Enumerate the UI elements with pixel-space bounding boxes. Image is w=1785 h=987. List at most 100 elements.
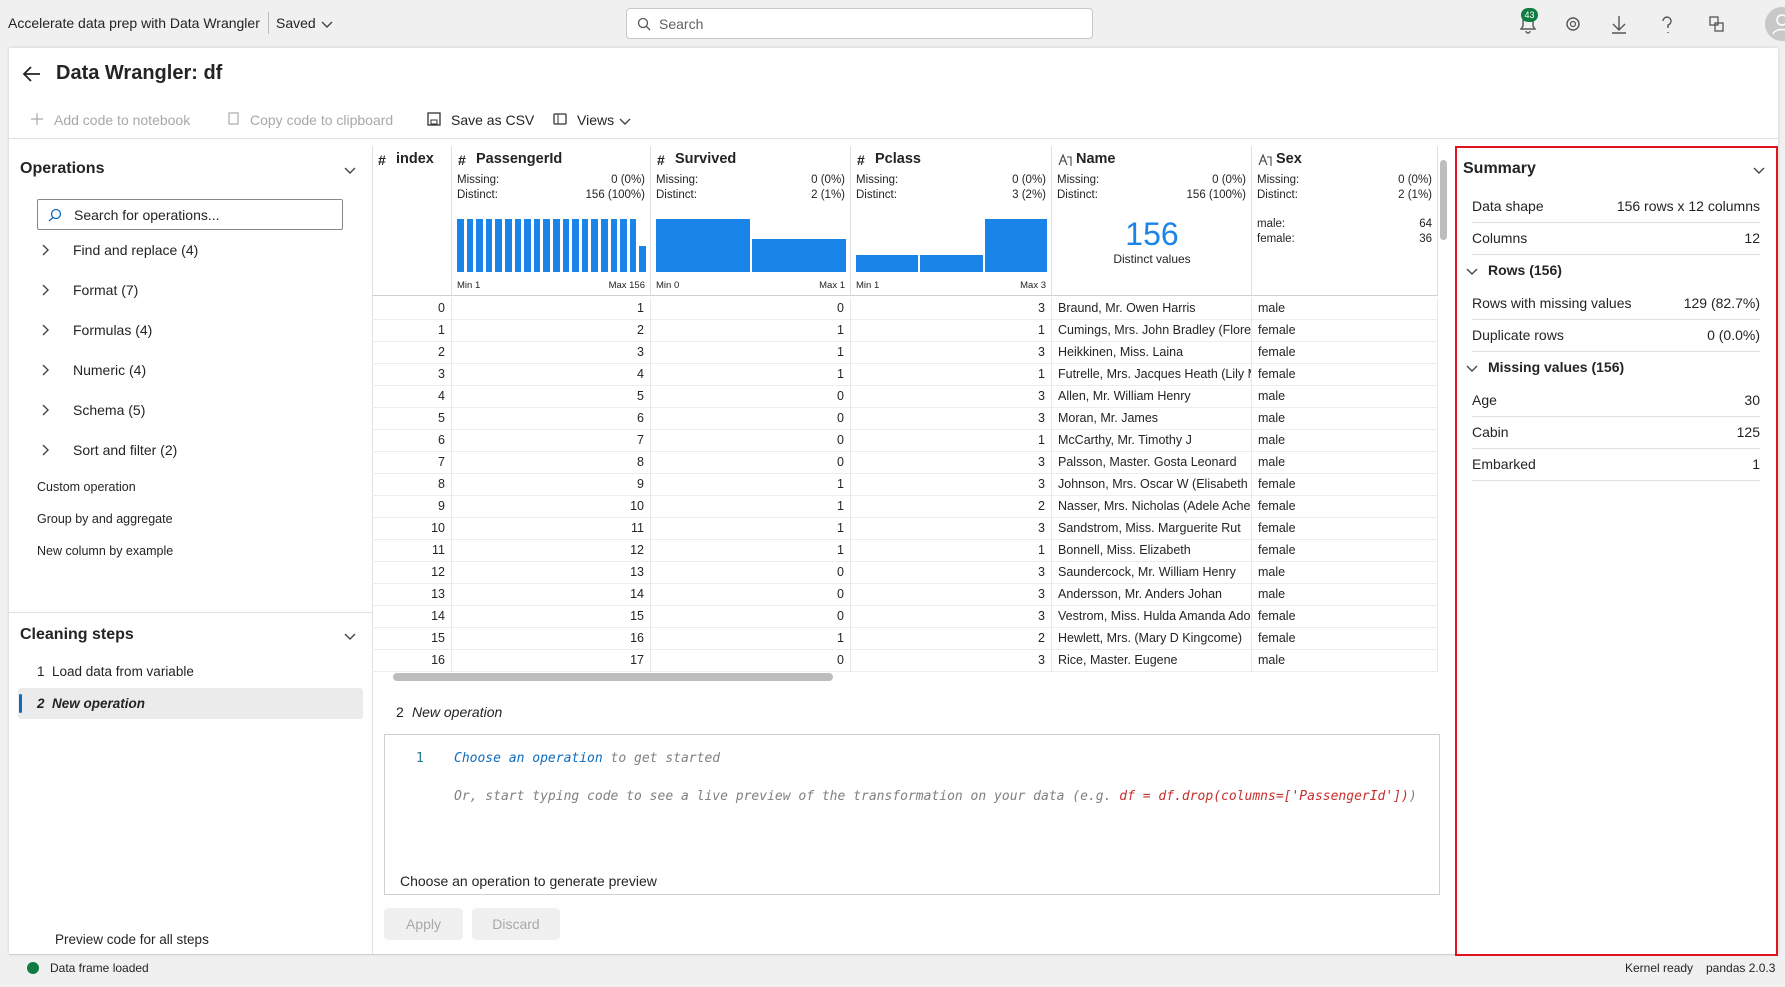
preview-code-button[interactable]: Preview code for all steps	[55, 932, 209, 947]
hint: to get started	[602, 751, 721, 766]
back-button[interactable]	[22, 64, 42, 84]
summary-value: 129 (82.7%)	[1683, 295, 1760, 311]
summary-label: Age	[1472, 392, 1497, 408]
operation-group[interactable]: Find and replace (4)	[73, 242, 199, 258]
cell: Andersson, Mr. Anders Johan	[1052, 584, 1252, 606]
toolbar-button[interactable]: Save as CSV	[451, 112, 535, 128]
button[interactable]: Apply	[384, 908, 463, 940]
operation-item[interactable]: Group by and aggregate	[37, 512, 173, 526]
histogram-bar	[457, 219, 464, 272]
search-placeholder[interactable]: Search	[659, 16, 704, 32]
step-highlight[interactable]	[18, 688, 363, 719]
cell: Rice, Master. Eugene	[1052, 650, 1252, 672]
chevron	[321, 21, 333, 28]
line-number: 1	[416, 751, 424, 766]
histogram-bar	[514, 219, 522, 272]
hint: Or, start typing code to see a live prev…	[454, 789, 1120, 804]
operation-item[interactable]: New column by example	[37, 544, 174, 558]
summary-value: 125	[1736, 424, 1760, 440]
step-number[interactable]: 1	[37, 664, 45, 679]
operation-group[interactable]: Sort and filter (2)	[73, 442, 178, 458]
avatar[interactable]	[1764, 6, 1785, 42]
cell: 13	[372, 584, 452, 606]
distinct-count: 156	[1125, 216, 1179, 252]
operation-group[interactable]: Numeric (4)	[73, 362, 147, 378]
summary-value: 1	[1752, 456, 1760, 472]
app-title: Accelerate data prep with Data Wrangler	[8, 15, 260, 31]
cell: female	[1252, 628, 1438, 650]
histogram-bar	[591, 219, 598, 272]
cell: 14	[452, 584, 651, 606]
histogram-bar	[572, 219, 579, 272]
stat-label: Distinct:	[1257, 189, 1298, 201]
histogram-bar	[752, 238, 846, 272]
column-name: Pclass	[875, 151, 921, 167]
search-placeholder[interactable]: Search for operations...	[74, 207, 220, 223]
histogram-bar	[476, 219, 483, 272]
section-header: Rows (156)	[1488, 262, 1562, 278]
step-label[interactable]: New operation	[412, 704, 503, 720]
link[interactable]: Choose an operation	[454, 751, 603, 766]
type-icon: #	[458, 152, 466, 168]
histogram-bar	[562, 219, 570, 272]
section-header: Missing values (156)	[1488, 359, 1625, 375]
cell: 1	[651, 496, 851, 518]
cell: 4	[372, 386, 452, 408]
code-line: Choose an operation to get started	[454, 751, 720, 766]
toolbar-button[interactable]: Add code to notebook	[54, 112, 191, 128]
cell: Sandstrom, Miss. Marguerite Rut	[1052, 518, 1252, 540]
histogram-bar	[920, 255, 983, 272]
category-label: male:	[1257, 218, 1286, 230]
cell: male	[1252, 452, 1438, 474]
stat-value: 156 (100%)	[585, 189, 645, 201]
step-marker[interactable]	[19, 694, 22, 713]
operation-group[interactable]: Formulas (4)	[73, 322, 153, 338]
cell: 2	[372, 342, 452, 364]
stat-label: Distinct:	[856, 189, 897, 201]
cell: 0	[651, 650, 851, 672]
chevron	[344, 633, 356, 640]
cell: 1	[651, 628, 851, 650]
divider	[372, 146, 373, 954]
column-header: # index	[372, 146, 452, 296]
cell: 15	[452, 606, 651, 628]
category-value: 64	[1419, 218, 1432, 230]
operation-item[interactable]: Custom operation	[37, 480, 136, 494]
step[interactable]: New operation	[52, 696, 146, 711]
cell: 1	[651, 474, 851, 496]
h-scrollbar	[393, 673, 833, 681]
cell: 3	[851, 474, 1052, 496]
status-icon	[27, 962, 39, 974]
stat-label: Missing:	[457, 174, 500, 186]
operation-group[interactable]: Format (7)	[73, 282, 139, 298]
operation-group[interactable]: Schema (5)	[73, 402, 146, 418]
button[interactable]: Discard	[472, 908, 560, 940]
cell: female	[1252, 342, 1438, 364]
search-box[interactable]: Search	[626, 8, 1093, 39]
histogram-bar	[581, 219, 589, 272]
histogram-bar	[639, 245, 646, 272]
cell: 3	[851, 408, 1052, 430]
toolbar-button[interactable]: Copy code to clipboard	[250, 112, 394, 128]
section-title: Cleaning steps	[20, 626, 134, 643]
cell: 12	[372, 562, 452, 584]
operations-search[interactable]: Search for operations...	[37, 199, 343, 230]
step-number[interactable]: 2	[396, 704, 404, 720]
toolbar-icon	[427, 112, 441, 126]
type-icon	[1258, 153, 1272, 166]
max-label: Max 3	[1020, 280, 1046, 291]
histogram-bar	[553, 219, 560, 272]
toolbar-icon	[553, 113, 567, 125]
code: df = df.drop(columns=['PassengerId'])	[1119, 789, 1409, 804]
step-number[interactable]: 2	[37, 696, 45, 711]
cell: 17	[452, 650, 651, 672]
stat-label: Missing:	[1257, 174, 1300, 186]
toolbar-icon	[31, 113, 43, 125]
cell: female	[1252, 496, 1438, 518]
cell: Johnson, Mrs. Oscar W (Elisabeth Vil	[1052, 474, 1252, 496]
toolbar-button[interactable]: Views	[577, 112, 615, 128]
column-name: Sex	[1276, 151, 1302, 167]
step[interactable]: Load data from variable	[52, 664, 194, 679]
cell: 3	[851, 584, 1052, 606]
